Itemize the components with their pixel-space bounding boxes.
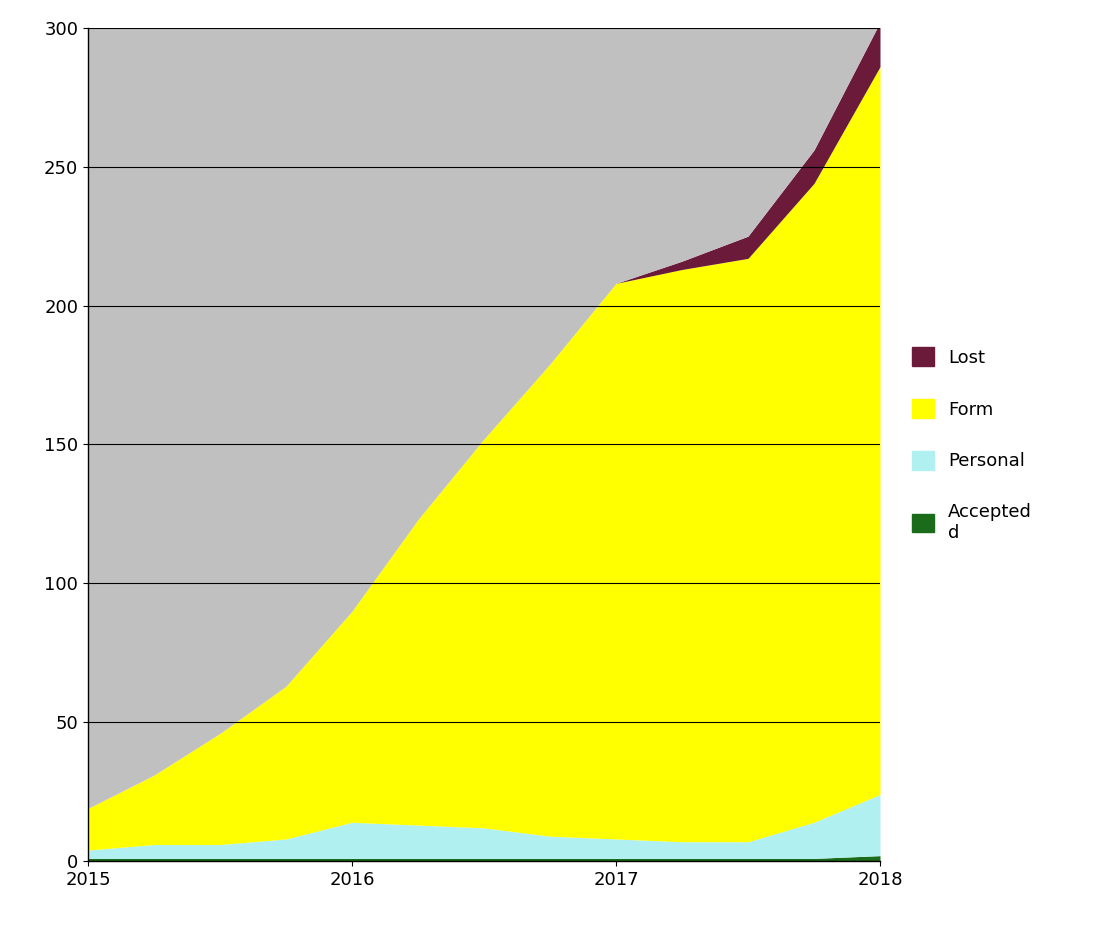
Legend: Lost, Form, Personal, Accepted
d: Lost, Form, Personal, Accepted d xyxy=(905,340,1040,549)
